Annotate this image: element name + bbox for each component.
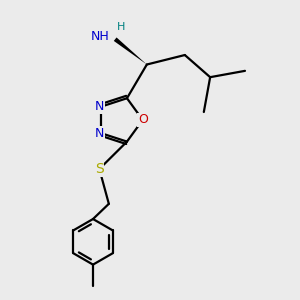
Text: H: H: [117, 22, 125, 32]
Text: N: N: [95, 127, 105, 140]
Text: NH: NH: [91, 30, 110, 43]
Text: S: S: [95, 162, 104, 176]
Text: N: N: [95, 100, 105, 113]
Text: O: O: [138, 113, 148, 126]
Polygon shape: [114, 38, 147, 64]
